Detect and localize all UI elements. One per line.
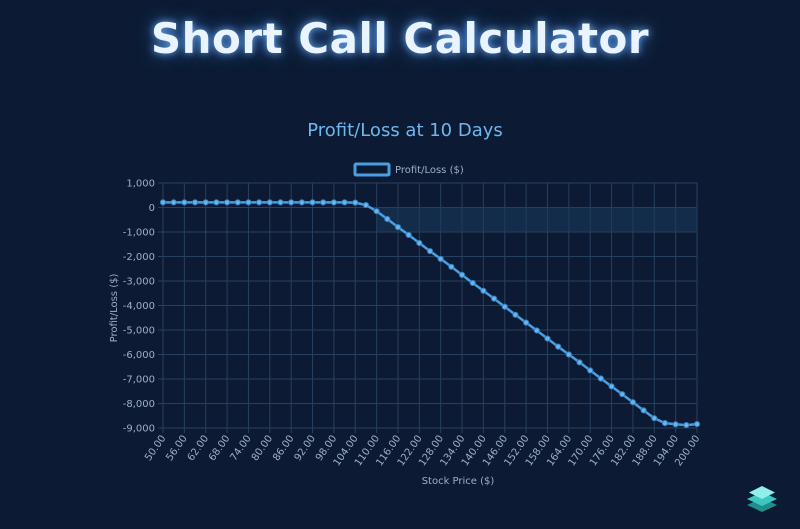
series-line [163,201,698,427]
data-point [266,199,273,206]
x-tick-label: 92.00 [293,433,318,463]
x-axis-ticks: 50.0056.0062.0068.0074.0080.0086.0092.00… [143,433,702,468]
data-point [170,199,177,206]
data-point [576,359,583,366]
data-point [608,383,615,390]
y-tick-label: -6,000 [123,350,155,361]
data-point [298,199,305,206]
data-point [394,224,402,231]
loss-band [376,207,697,232]
y-tick-label: -2,000 [123,252,155,263]
data-point [330,199,337,206]
data-point [480,287,487,294]
data-point [352,199,359,206]
y-tick-label: 0 [149,203,155,214]
data-point [159,199,167,206]
y-tick-label: -4,000 [123,301,155,312]
data-point [458,271,466,278]
data-point [555,343,562,350]
data-point [288,199,295,206]
data-point [544,335,551,342]
data-point [683,421,690,429]
legend-label: Profit/Loss ($) [395,165,464,176]
data-point [202,199,209,206]
data-point [651,415,658,422]
data-point [213,199,220,206]
data-point [437,255,444,263]
data-point [661,420,669,427]
y-tick-label: 1,000 [126,179,155,190]
data-point [448,263,455,270]
data-point [384,215,391,223]
page-title: Short Call Calculator [150,14,650,63]
data-point [234,199,241,206]
data-point [501,303,508,310]
y-axis-title: Profit/Loss ($) [109,274,120,343]
data-point [426,248,434,255]
stacked-layers-logo-icon [747,486,777,512]
data-point [597,375,604,382]
loss-band-rect [376,207,697,232]
y-tick-label: -1,000 [123,228,155,239]
data-point [629,399,637,406]
x-tick-label: 80.00 [250,433,275,463]
data-point [672,421,679,428]
data-point [587,367,594,374]
data-point [320,199,327,206]
data-point [277,199,284,206]
data-point [416,239,423,247]
data-point [245,199,252,206]
data-point [341,199,348,206]
data-point [362,201,370,209]
data-point [512,311,519,318]
x-tick-label: 86.00 [271,433,296,463]
data-point [181,199,188,206]
legend-swatch[interactable] [353,162,391,177]
x-tick-label: 50.00 [143,433,168,463]
y-tick-label: -3,000 [123,277,155,288]
data-point [223,199,231,206]
y-tick-label: -5,000 [123,326,155,337]
y-tick-label: -7,000 [123,375,155,386]
chart-title: Profit/Loss at 10 Days [307,120,503,141]
data-point [373,208,380,215]
data-point [490,295,498,302]
y-tick-label: -9,000 [123,424,155,435]
x-tick-label: 68.00 [207,433,232,463]
data-point [533,327,540,334]
data-point [619,391,626,398]
x-tick-label: 56.00 [164,433,189,463]
data-point [693,420,701,428]
x-axis-title: Stock Price ($) [422,476,495,487]
data-point [256,199,263,206]
data-point [565,351,572,358]
data-point [405,231,412,239]
y-axis-ticks: 1,000 0 -1,000 -2,000 -3,000 -4,000 -5,000 -6,0… [123,179,155,435]
data-point [309,199,316,206]
data-point [191,199,199,206]
series-profit-loss [159,199,701,429]
x-tick-label: 74.00 [228,433,253,463]
x-tick-label: 62.00 [186,433,211,463]
data-point [640,407,647,414]
data-point [523,319,530,326]
data-point [469,279,476,287]
y-tick-label: -8,000 [123,399,155,410]
